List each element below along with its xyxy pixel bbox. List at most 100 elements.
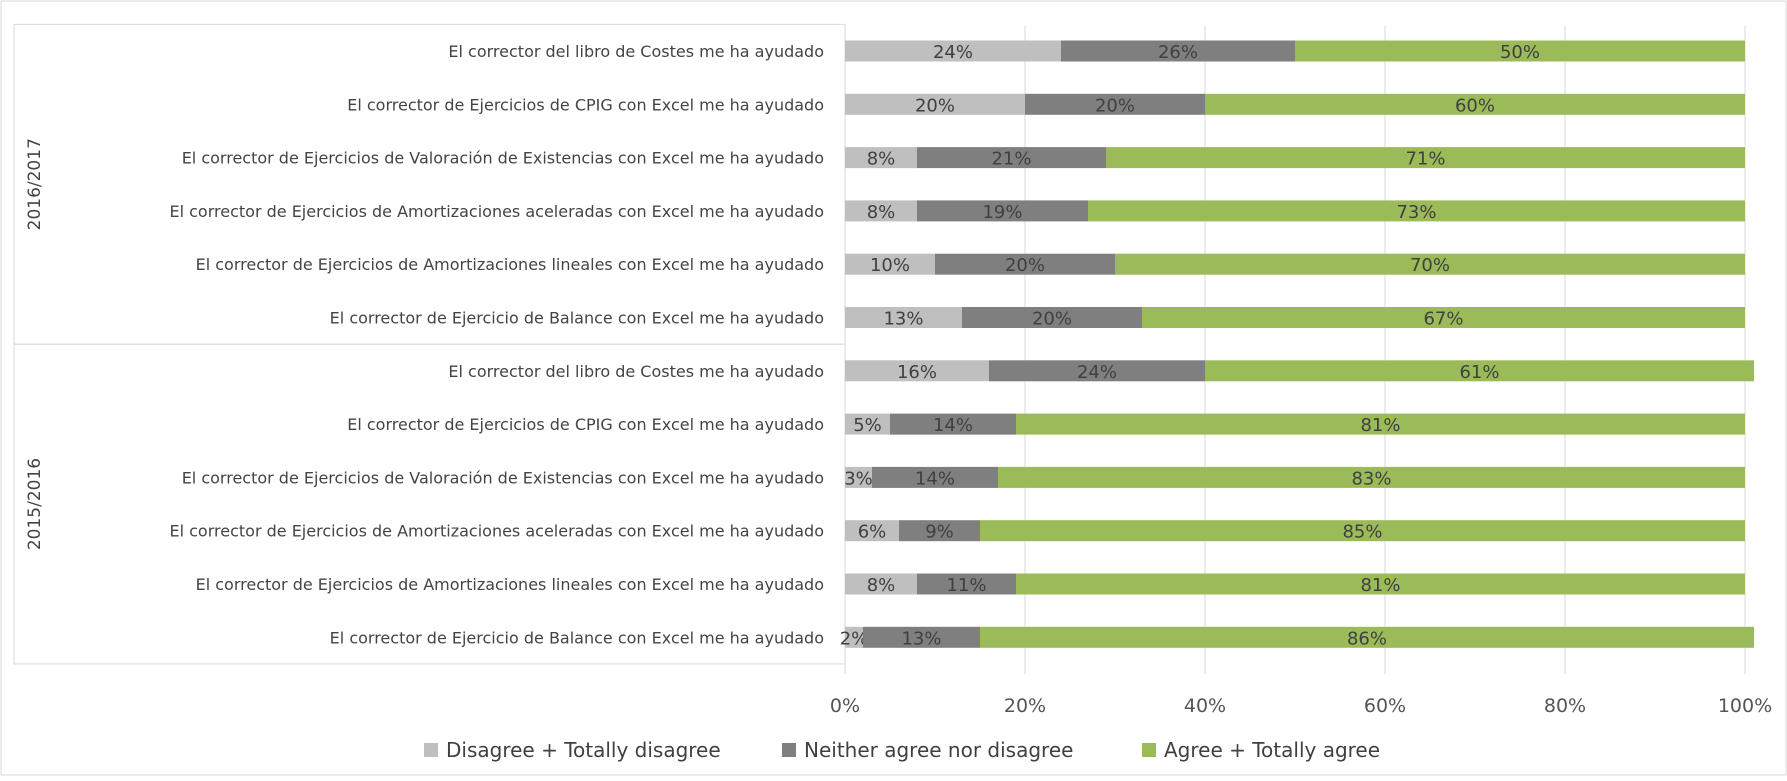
bar-segment (962, 307, 1142, 328)
bar-data-label: 85% (1342, 522, 1382, 543)
bar-data-label: 11% (946, 575, 986, 596)
bar-data-label: 61% (1459, 362, 1499, 383)
bar-segment (863, 626, 980, 648)
bar-data-label: 14% (915, 468, 955, 489)
bar-data-label: 24% (933, 42, 973, 63)
legend-swatch (424, 743, 438, 757)
bar-segment (1016, 573, 1745, 595)
bar-segment (1115, 253, 1745, 275)
bar-data-label: 10% (870, 255, 910, 276)
category-label: El corrector de Ejercicios de Amortizaci… (169, 202, 824, 221)
category-label: El corrector de Ejercicios de Amortizaci… (196, 255, 824, 274)
bar-segment (1142, 307, 1745, 328)
bar-data-label: 20% (1032, 309, 1072, 330)
legend-label: Disagree + Totally disagree (446, 738, 721, 762)
bar-data-label: 8% (867, 575, 896, 596)
bar-data-label: 8% (867, 202, 896, 223)
bar-segment (845, 626, 863, 648)
bar-data-label: 5% (853, 415, 882, 436)
bar-data-label: 3% (844, 468, 873, 489)
category-label: El corrector de Ejercicio de Balance con… (330, 628, 824, 647)
bar-segment (845, 413, 890, 435)
bar-data-label: 13% (883, 309, 923, 330)
category-label: El corrector del libro de Costes me ha a… (448, 42, 824, 61)
bar-segment (872, 466, 998, 488)
legend-swatch (1142, 743, 1156, 757)
bar-segment (845, 573, 917, 595)
x-tick-label: 100% (1718, 695, 1772, 717)
category-label: El corrector de Ejercicio de Balance con… (330, 309, 824, 328)
bar-segment (1025, 93, 1205, 115)
bar-data-label: 50% (1500, 42, 1540, 63)
bar-segment (845, 147, 917, 169)
x-tick-label: 60% (1364, 695, 1406, 717)
bar-segment (1061, 40, 1295, 62)
bar-segment (845, 200, 917, 222)
bar-data-label: 2% (840, 628, 869, 649)
bar-data-label: 19% (982, 202, 1022, 223)
bar-segment (845, 360, 989, 382)
category-labels: El corrector del libro de Costes me ha a… (169, 42, 824, 647)
bar-segment (1205, 360, 1754, 382)
bar-segment (845, 40, 1061, 62)
x-tick-label: 40% (1184, 695, 1226, 717)
group-label: 2016/2017 (25, 138, 45, 230)
bar-data-label: 81% (1360, 415, 1400, 436)
bar-segment (917, 147, 1106, 169)
legend: Disagree + Totally disagree Neither agree… (424, 738, 1380, 762)
bar-data-label: 71% (1405, 149, 1445, 170)
legend-label: Agree + Totally agree (1164, 738, 1380, 762)
bar-data-label: 9% (925, 522, 954, 543)
bar-data-label: 60% (1455, 95, 1495, 116)
bar-data-label: 81% (1360, 575, 1400, 596)
category-label: El corrector del libro de Costes me ha a… (448, 362, 824, 381)
bar-segment (1205, 93, 1745, 115)
category-label: El corrector de Ejercicios de Amortizaci… (196, 575, 824, 594)
bar-data-label: 73% (1396, 202, 1436, 223)
bars: 24% 26% 50% 20% 20% 60% 8% 21% 71% 8% 19% 73% 10% 20%… (840, 40, 1754, 649)
category-label: El corrector de Ejercicios de Valoración… (182, 468, 824, 487)
bar-data-label: 16% (897, 362, 937, 383)
x-tick-label: 0% (830, 695, 860, 717)
bar-data-label: 8% (867, 149, 896, 170)
category-label: El corrector de Ejercicios de CPIG con E… (347, 95, 824, 114)
category-label: El corrector de Ejercicios de Valoración… (182, 149, 824, 168)
bar-segment (845, 93, 1025, 115)
bar-segment (1016, 413, 1745, 435)
x-axis-ticks: 0% 20% 40% 60% 80% 100% (830, 695, 1772, 717)
bar-segment (1106, 147, 1745, 169)
bar-data-label: 83% (1351, 468, 1391, 489)
bar-segment (998, 466, 1745, 488)
bar-segment (845, 466, 872, 488)
bar-data-label: 20% (915, 95, 955, 116)
category-label: El corrector de Ejercicios de CPIG con E… (347, 415, 824, 434)
bar-segment (980, 626, 1754, 648)
bar-data-label: 20% (1095, 95, 1135, 116)
legend-swatch (782, 743, 796, 757)
x-tick-label: 20% (1004, 695, 1046, 717)
bar-data-label: 14% (933, 415, 973, 436)
group-boxes (13, 23, 846, 665)
bar-segment (1088, 200, 1745, 222)
bar-data-label: 6% (858, 522, 887, 543)
bar-segment (890, 413, 1016, 435)
bar-segment (935, 253, 1115, 275)
group-label: 2015/2016 (25, 458, 45, 550)
bar-data-label: 70% (1410, 255, 1450, 276)
bar-data-label: 26% (1158, 42, 1198, 63)
bar-data-label: 21% (991, 149, 1031, 170)
group-labels: 2016/2017 2015/2016 (25, 138, 45, 550)
bar-data-label: 24% (1077, 362, 1117, 383)
bar-data-label: 20% (1005, 255, 1045, 276)
category-label: El corrector de Ejercicios de Amortizaci… (169, 522, 824, 541)
group-box (13, 343, 846, 665)
bar-segment (845, 253, 935, 275)
bar-segment (989, 360, 1205, 382)
bar-segment (845, 307, 962, 328)
bar-segment (980, 520, 1745, 542)
bar-segment (917, 200, 1088, 222)
bar-segment (899, 520, 980, 542)
